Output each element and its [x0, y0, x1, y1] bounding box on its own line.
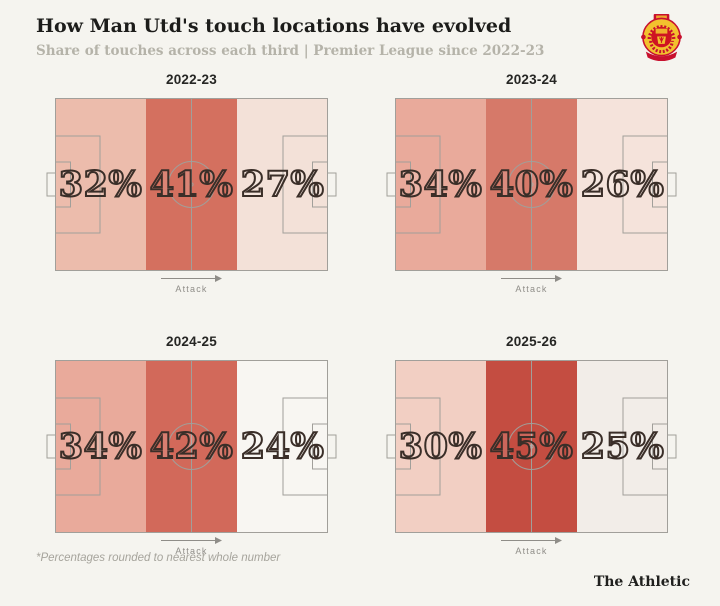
season-panel-2025-26: 2025-26 30% 45% 25% Attack: [386, 334, 677, 566]
pitch-2022-23: 32% 41% 27%: [46, 98, 337, 271]
attacking-third-share: 27%: [240, 163, 325, 206]
attack-label: Attack: [175, 284, 208, 294]
pitch-2025-26: 30% 45% 25%: [386, 360, 677, 533]
outlet-wordmark: The Athletic: [593, 574, 690, 590]
footnote: *Percentages rounded to nearest whole nu…: [36, 552, 281, 564]
pitch-2023-24: 34% 40% 26%: [386, 98, 677, 271]
attack-arrow-icon: [160, 536, 222, 545]
defensive-third-share: 30%: [398, 425, 483, 468]
season-title: 2022-23: [166, 72, 217, 87]
defensive-third-share: 34%: [58, 425, 143, 468]
attack-arrow-icon: [160, 274, 222, 283]
attack-direction: Attack: [55, 533, 328, 566]
attack-direction: Attack: [395, 271, 668, 304]
attacking-third-share: 24%: [240, 425, 325, 468]
middle-third-share: 41%: [149, 163, 234, 206]
season-panel-2023-24: 2023-24 34% 40% 26% Attack: [386, 72, 677, 304]
attack-arrow-icon: [500, 536, 562, 545]
season-title: 2023-24: [506, 72, 557, 87]
middle-third-share: 45%: [489, 425, 574, 468]
attacking-third-share: 26%: [580, 163, 665, 206]
middle-third-share: 40%: [489, 163, 574, 206]
season-title: 2025-26: [506, 334, 557, 349]
pitch-2024-25: 34% 42% 24%: [46, 360, 337, 533]
pitch-grid: 2022-23 32% 41% 27% Attack 2023-24: [46, 72, 677, 566]
attack-arrow-icon: [500, 274, 562, 283]
season-panel-2024-25: 2024-25 34% 42% 24% Attack: [46, 334, 337, 566]
season-panel-2022-23: 2022-23 32% 41% 27% Attack: [46, 72, 337, 304]
attacking-third-share: 25%: [580, 425, 665, 468]
attack-label: Attack: [515, 284, 548, 294]
chart-header: How Man Utd's touch locations have evolv…: [36, 15, 596, 59]
season-title: 2024-25: [166, 334, 217, 349]
middle-third-share: 42%: [149, 425, 234, 468]
chart-subtitle: Share of touches across each third | Pre…: [36, 42, 545, 59]
attack-label: Attack: [175, 546, 208, 556]
defensive-third-share: 32%: [58, 163, 143, 206]
attack-label: Attack: [515, 546, 548, 556]
attack-direction: Attack: [55, 271, 328, 304]
chart-title: How Man Utd's touch locations have evolv…: [36, 15, 512, 37]
attack-direction: Attack: [395, 533, 668, 566]
defensive-third-share: 34%: [398, 163, 483, 206]
man-utd-crest-icon: [641, 14, 682, 61]
